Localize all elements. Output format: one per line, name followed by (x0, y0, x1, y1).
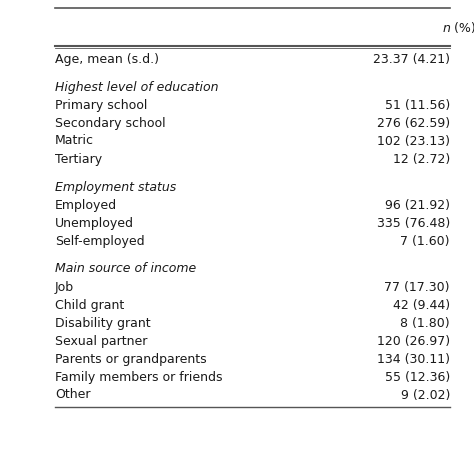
Text: 120 (26.97): 120 (26.97) (377, 335, 450, 347)
Text: Matric: Matric (55, 134, 94, 148)
Text: Unemployed: Unemployed (55, 217, 134, 229)
Text: Employed: Employed (55, 198, 117, 212)
Text: Child grant: Child grant (55, 298, 124, 312)
Text: Highest level of education: Highest level of education (55, 80, 219, 94)
Text: n: n (442, 23, 450, 35)
Text: 134 (30.11): 134 (30.11) (377, 352, 450, 366)
Text: Other: Other (55, 389, 91, 401)
Text: 23.37 (4.21): 23.37 (4.21) (373, 53, 450, 65)
Text: 102 (23.13): 102 (23.13) (377, 134, 450, 148)
Text: 12 (2.72): 12 (2.72) (393, 152, 450, 165)
Text: 96 (21.92): 96 (21.92) (385, 198, 450, 212)
Text: 276 (62.59): 276 (62.59) (377, 117, 450, 130)
Text: 335 (76.48): 335 (76.48) (377, 217, 450, 229)
Text: Tertiary: Tertiary (55, 152, 102, 165)
Text: Sexual partner: Sexual partner (55, 335, 147, 347)
Text: 8 (1.80): 8 (1.80) (401, 316, 450, 329)
Text: Self-employed: Self-employed (55, 235, 145, 248)
Text: Primary school: Primary school (55, 99, 147, 111)
Text: Age, mean (s.d.): Age, mean (s.d.) (55, 53, 159, 65)
Text: (%): (%) (450, 23, 474, 35)
Text: Employment status: Employment status (55, 180, 176, 194)
Text: Secondary school: Secondary school (55, 117, 165, 130)
Text: Main source of income: Main source of income (55, 263, 196, 275)
Text: 9 (2.02): 9 (2.02) (401, 389, 450, 401)
Text: Disability grant: Disability grant (55, 316, 151, 329)
Text: Family members or friends: Family members or friends (55, 370, 222, 384)
Text: Job: Job (55, 281, 74, 293)
Text: 7 (1.60): 7 (1.60) (401, 235, 450, 248)
Text: 77 (17.30): 77 (17.30) (384, 281, 450, 293)
Text: 51 (11.56): 51 (11.56) (385, 99, 450, 111)
Text: 55 (12.36): 55 (12.36) (385, 370, 450, 384)
Text: Parents or grandparents: Parents or grandparents (55, 352, 207, 366)
Text: 42 (9.44): 42 (9.44) (393, 298, 450, 312)
